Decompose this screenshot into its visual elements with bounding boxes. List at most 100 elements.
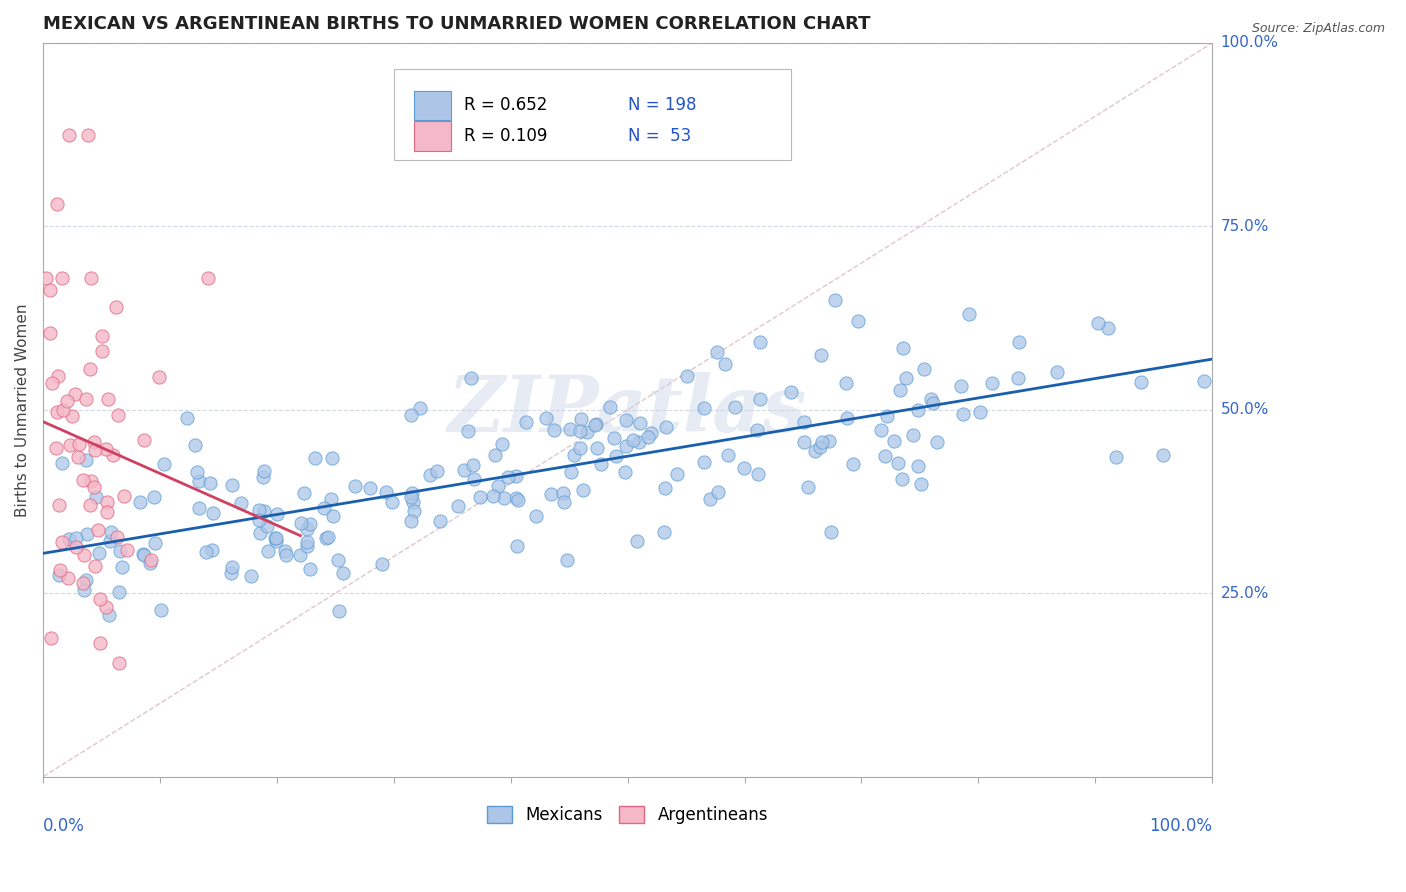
Point	[585, 417, 607, 432]
Point	[699, 491, 721, 506]
Point	[980, 376, 1002, 390]
Point	[96, 505, 118, 519]
Point	[811, 435, 834, 450]
Point	[922, 396, 945, 410]
Point	[321, 451, 343, 466]
Point	[553, 495, 575, 509]
Point	[231, 496, 253, 510]
Point	[299, 516, 322, 531]
Point	[256, 519, 278, 533]
Point	[249, 513, 271, 527]
Point	[315, 531, 337, 545]
Point	[263, 531, 285, 545]
Point	[901, 428, 924, 442]
Point	[907, 458, 929, 473]
Point	[676, 368, 699, 383]
Point	[98, 608, 121, 623]
Point	[188, 500, 211, 515]
Point	[94, 599, 117, 614]
Point	[591, 457, 613, 471]
Point	[508, 492, 530, 507]
Point	[51, 535, 73, 549]
Point	[707, 484, 730, 499]
Point	[91, 344, 114, 359]
Point	[67, 450, 90, 464]
Point	[1008, 335, 1031, 350]
Point	[76, 128, 98, 142]
Point	[72, 576, 94, 591]
Text: 100.0%: 100.0%	[1149, 817, 1212, 835]
Y-axis label: Births to Unmarried Women: Births to Unmarried Women	[15, 303, 30, 516]
Point	[1046, 365, 1069, 379]
Point	[312, 501, 335, 516]
Point	[599, 401, 621, 415]
Point	[201, 542, 224, 557]
Point	[797, 480, 820, 494]
Point	[89, 635, 111, 649]
Point	[453, 462, 475, 476]
Point	[555, 553, 578, 567]
Point	[654, 482, 676, 496]
Point	[186, 465, 208, 479]
Point	[252, 469, 274, 483]
Point	[693, 401, 716, 416]
Point	[101, 448, 124, 462]
Point	[652, 525, 675, 540]
Point	[117, 543, 139, 558]
Point	[524, 508, 547, 523]
Point	[401, 485, 423, 500]
Point	[107, 657, 129, 671]
Point	[143, 490, 166, 504]
Point	[842, 457, 865, 471]
Point	[94, 442, 117, 457]
Point	[35, 270, 58, 285]
Text: N =  53: N = 53	[627, 127, 690, 145]
Point	[883, 434, 905, 448]
Point	[41, 376, 63, 391]
Point	[804, 443, 827, 458]
Point	[48, 567, 70, 582]
Text: Source: ZipAtlas.com: Source: ZipAtlas.com	[1251, 22, 1385, 36]
Point	[48, 563, 70, 577]
Point	[247, 503, 270, 517]
Point	[328, 604, 350, 618]
Point	[572, 483, 595, 497]
Point	[824, 293, 846, 307]
Point	[793, 415, 815, 429]
Point	[87, 546, 110, 560]
Point	[59, 438, 82, 452]
Point	[628, 435, 651, 450]
Point	[46, 368, 69, 383]
Text: N = 198: N = 198	[627, 96, 696, 114]
Point	[637, 430, 659, 444]
Point	[298, 562, 321, 576]
Point	[1097, 320, 1119, 334]
Point	[201, 506, 224, 520]
Point	[793, 435, 815, 450]
Point	[295, 534, 318, 549]
Point	[253, 465, 276, 479]
Point	[957, 307, 980, 321]
Point	[39, 631, 62, 645]
Point	[463, 472, 485, 486]
Point	[176, 411, 198, 425]
Point	[808, 440, 831, 454]
Point	[112, 489, 135, 503]
Point	[46, 197, 69, 211]
Point	[58, 128, 80, 142]
Point	[494, 491, 516, 505]
Point	[447, 500, 470, 514]
Point	[240, 569, 263, 583]
Point	[714, 357, 737, 371]
Point	[321, 492, 343, 507]
Point	[45, 405, 67, 419]
Point	[551, 486, 574, 500]
Point	[253, 504, 276, 518]
Point	[654, 420, 676, 434]
Point	[891, 472, 914, 486]
Point	[481, 489, 503, 503]
Point	[266, 507, 288, 521]
Point	[65, 540, 87, 554]
Point	[359, 481, 381, 495]
Point	[67, 437, 90, 451]
